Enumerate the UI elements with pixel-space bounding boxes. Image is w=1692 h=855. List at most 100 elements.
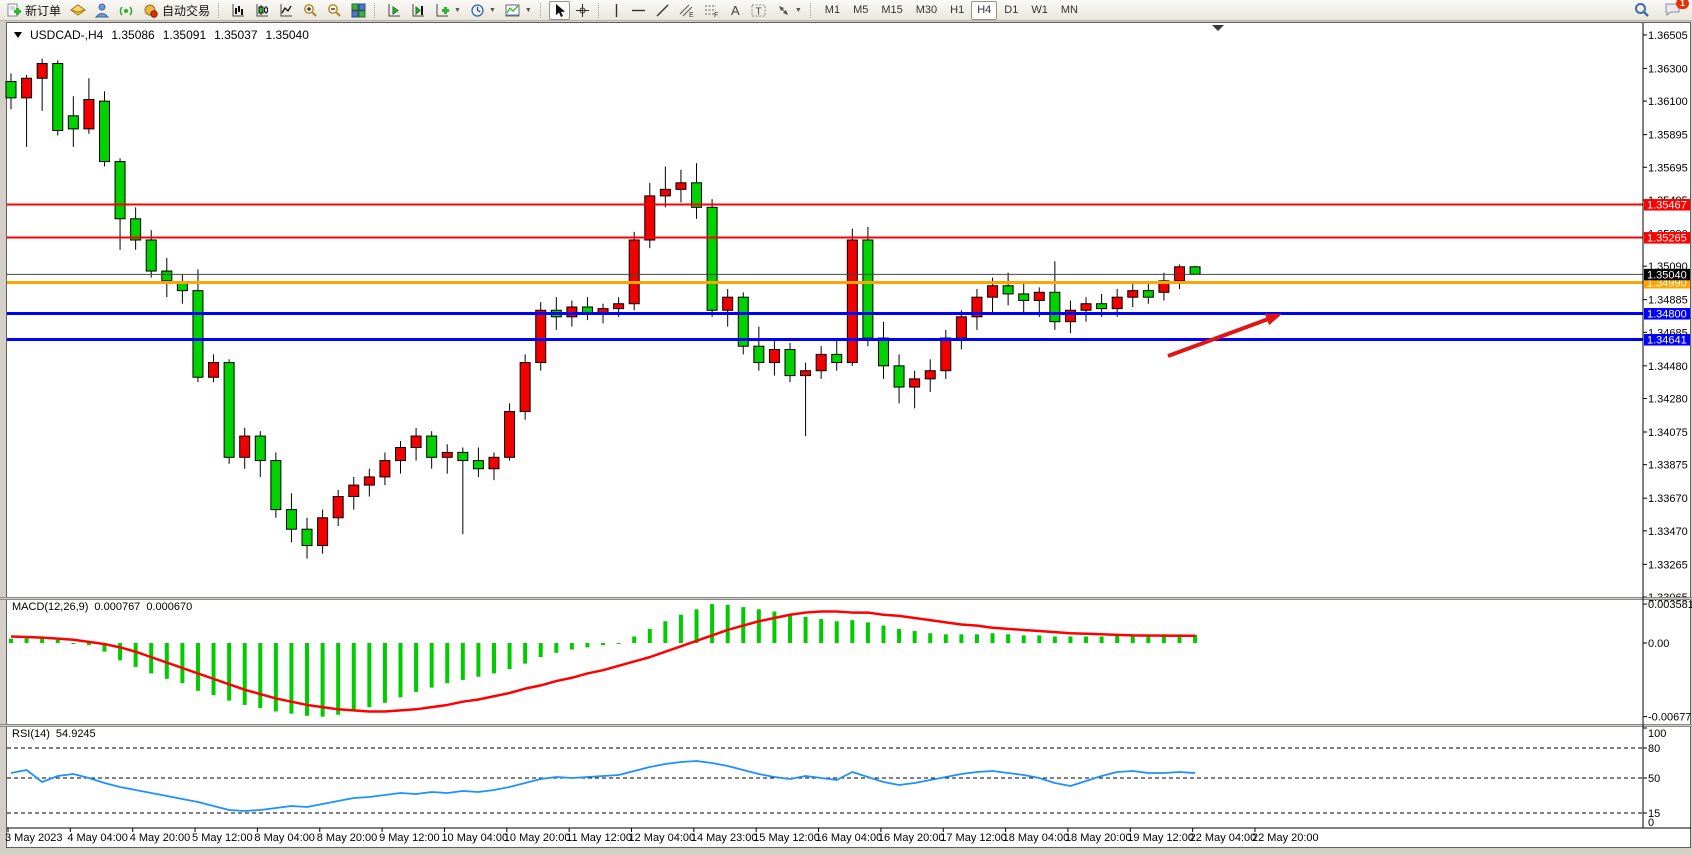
macd-histogram-bar — [974, 634, 979, 643]
arrow-annotation-head[interactable] — [1264, 313, 1282, 326]
new-order-button[interactable]: 新订单 — [3, 1, 65, 20]
price-tick-label: 1.35895 — [1648, 130, 1688, 142]
notifications-button[interactable]: 1 — [1660, 0, 1689, 20]
rsi-axis-label: 15 — [1648, 808, 1660, 820]
signals-button[interactable] — [115, 1, 138, 20]
text-label-button[interactable]: T — [747, 1, 771, 20]
radio-signal-icon — [119, 3, 134, 18]
crosshair-button[interactable] — [571, 1, 594, 20]
macd-histogram-bar — [491, 643, 496, 674]
macd-axis-label: 0.00 — [1648, 638, 1669, 650]
trendline-icon — [655, 3, 670, 18]
arrow-annotation[interactable] — [1167, 317, 1268, 358]
toolbar-separator — [539, 2, 545, 18]
clock-icon — [470, 3, 485, 18]
macd-histogram-bar — [1130, 635, 1135, 643]
macd-histogram-bar — [1161, 634, 1166, 643]
toolbar-separator — [374, 2, 379, 18]
candle-bull — [659, 188, 671, 197]
zoom-in-button[interactable] — [299, 1, 322, 20]
price-tick-label: 1.34280 — [1648, 393, 1688, 405]
candlestick-chart-button[interactable] — [251, 1, 274, 20]
candle-bull — [909, 378, 921, 388]
timeframe-h4-button[interactable]: H4 — [971, 0, 998, 20]
timeframe-m5-button[interactable]: M5 — [853, 4, 869, 16]
candle-bull — [815, 353, 827, 372]
candle-bear — [862, 239, 874, 339]
pane-separator[interactable] — [0, 597, 1692, 600]
bar-chart-button[interactable] — [227, 1, 250, 20]
text-icon: A — [729, 3, 742, 18]
collapse-triangle-icon[interactable] — [14, 32, 22, 42]
macd-histogram-bar — [102, 643, 107, 652]
macd-histogram-bar — [850, 620, 855, 643]
timeframe-h1-button[interactable]: H1 — [950, 4, 965, 16]
time-tick-label: 19 May 12:00 — [1127, 832, 1194, 844]
auto-trading-button[interactable]: 自动交易 — [139, 1, 214, 20]
macd-histogram-bar — [897, 628, 902, 643]
timeframe-m1-button[interactable]: M1 — [824, 4, 841, 16]
candle-bear — [285, 509, 297, 530]
timeframe-d1-button[interactable]: D1 — [1004, 4, 1019, 16]
candle-bull — [1033, 291, 1045, 301]
macd-histogram-bar — [180, 643, 185, 684]
macd-histogram-bar — [569, 643, 574, 650]
macd-histogram-bar — [445, 643, 450, 684]
time-tick-label: 3 May 2023 — [5, 832, 62, 844]
line-chart-button[interactable] — [275, 1, 298, 20]
price-tick-label: 1.33265 — [1648, 559, 1688, 571]
search-button[interactable] — [1630, 1, 1654, 20]
cursor-icon — [553, 3, 566, 18]
candle-bull — [379, 460, 391, 478]
pane-separator[interactable] — [0, 724, 1692, 727]
rsi-axis-label: 100 — [1648, 728, 1666, 740]
equidistant-channel-button[interactable]: E — [675, 1, 699, 20]
cursor-button[interactable] — [548, 0, 570, 20]
candle-bear — [753, 345, 765, 364]
timeframe-w1-button[interactable]: W1 — [1031, 4, 1048, 16]
macd-histogram-bar — [398, 643, 403, 698]
tile-windows-button[interactable] — [347, 1, 370, 20]
candle-bull — [768, 348, 780, 364]
price-tick-label: 1.34075 — [1648, 427, 1688, 439]
vertical-line-button[interactable] — [607, 1, 626, 20]
zoom-out-icon — [327, 3, 342, 18]
new-order-label: 新订单 — [25, 3, 62, 18]
candle-bull — [348, 484, 360, 498]
rsi-axis-label: 50 — [1648, 773, 1660, 785]
text-button[interactable]: A — [725, 1, 746, 20]
candle-bear — [472, 460, 484, 470]
market-watch-button[interactable] — [66, 1, 90, 20]
macd-axis-label: 0.003581 — [1648, 599, 1692, 611]
candle-bull — [644, 195, 656, 241]
templates-button[interactable]: ▼ — [501, 1, 536, 20]
timeframe-m15-button[interactable]: M15 — [881, 4, 903, 16]
zoom-out-button[interactable] — [323, 1, 346, 20]
timeframe-mn-button[interactable]: MN — [1060, 4, 1078, 16]
trendline-button[interactable] — [651, 1, 674, 20]
auto-scroll-button[interactable] — [383, 1, 406, 20]
chart-template-icon — [505, 3, 521, 18]
indicators-button[interactable]: ▼ — [431, 1, 465, 20]
time-tick-label: 22 May 20:00 — [1252, 832, 1319, 844]
macd-histogram-bar — [336, 643, 341, 715]
macd-histogram-bar — [928, 633, 933, 643]
zoom-in-icon — [303, 3, 318, 18]
chart-shift-button[interactable] — [407, 1, 430, 20]
macd-histogram-bar — [320, 643, 325, 717]
macd-histogram-bar — [242, 643, 247, 705]
market-watch-icon — [70, 3, 87, 18]
candle-bear — [130, 218, 142, 241]
horizontal-line-button[interactable] — [627, 1, 650, 20]
time-tick-label: 8 May 04:00 — [254, 832, 315, 844]
timeframe-m30-button[interactable]: M30 — [915, 4, 938, 16]
fibonacci-button[interactable]: F — [700, 1, 724, 20]
chart-shift-marker[interactable] — [1212, 25, 1224, 31]
candle-bull — [441, 451, 453, 458]
periods-button[interactable]: ▼ — [466, 1, 500, 20]
notification-badge: 1 — [1676, 0, 1689, 9]
macd-axis-label: -0.006775 — [1648, 712, 1692, 724]
arrows-button[interactable]: ▼ — [772, 1, 806, 20]
profile-button[interactable] — [91, 1, 114, 20]
